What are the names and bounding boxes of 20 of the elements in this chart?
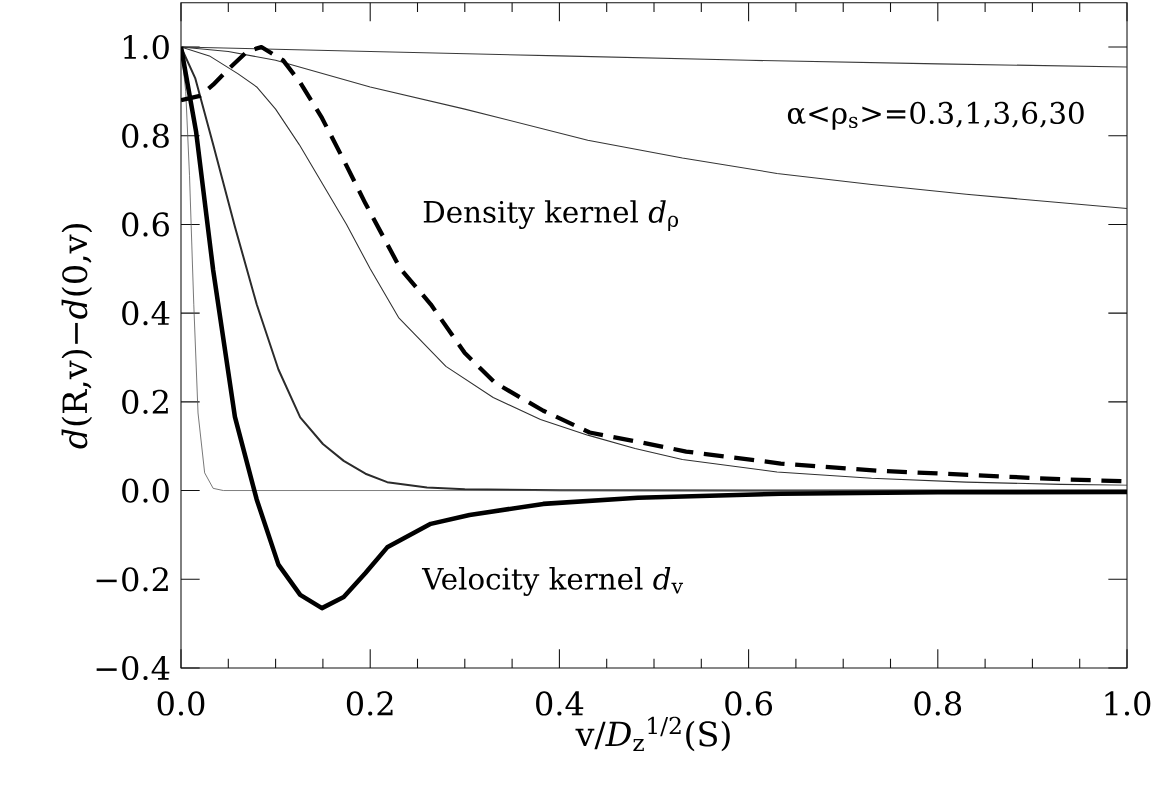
y-tick-label: −0.2 <box>96 567 168 592</box>
y-tick-label: 0.4 <box>122 301 170 326</box>
x-tick-label: 0.8 <box>914 691 962 716</box>
y-tick-label: 1.0 <box>123 34 169 60</box>
x-tick-label: 1.0 <box>1105 691 1151 716</box>
y-tick-label: 0.0 <box>122 478 169 503</box>
x-tick-label: 0.2 <box>346 691 393 716</box>
x-axis-title: v/D$_{z}$$^{1/2}$(S) <box>575 716 730 752</box>
x-tick-label: 0.6 <box>725 691 773 716</box>
annotation: α<ρ$_{s}$>=0.3,1,3,6,30 <box>787 101 1084 130</box>
annotation: Velocity kernel d$_{v}$ <box>421 567 684 596</box>
x-tick-label: 0.0 <box>157 691 205 716</box>
y-tick-label: −0.4 <box>96 655 170 681</box>
y-tick-label: 0.8 <box>122 123 169 148</box>
x-tick-label: 0.4 <box>536 691 584 716</box>
line-series <box>181 44 1128 611</box>
y-axis-title: d(R,v)−d(0,v) <box>61 224 93 449</box>
y-tick-label: 0.2 <box>122 389 168 414</box>
annotation: Density kernel d$_{ρ}$ <box>423 200 679 231</box>
y-tick-label: 0.6 <box>122 212 169 237</box>
